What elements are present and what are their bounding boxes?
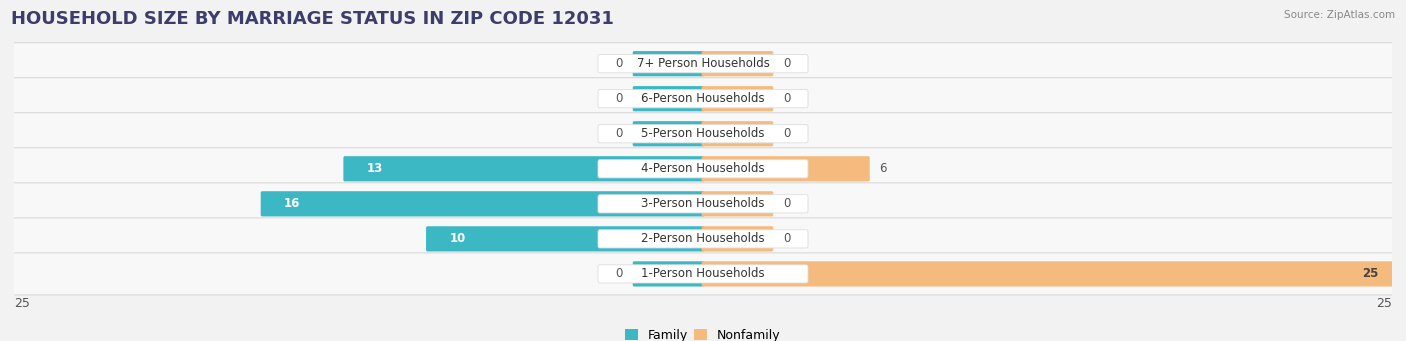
FancyBboxPatch shape bbox=[633, 86, 704, 112]
Text: 2-Person Households: 2-Person Households bbox=[641, 232, 765, 246]
Text: 10: 10 bbox=[450, 232, 465, 246]
FancyBboxPatch shape bbox=[8, 78, 1398, 120]
FancyBboxPatch shape bbox=[598, 55, 808, 73]
FancyBboxPatch shape bbox=[343, 156, 704, 181]
FancyBboxPatch shape bbox=[702, 121, 773, 146]
Text: 3-Person Households: 3-Person Households bbox=[641, 197, 765, 210]
FancyBboxPatch shape bbox=[426, 226, 704, 251]
FancyBboxPatch shape bbox=[8, 43, 1398, 85]
Text: 6: 6 bbox=[879, 162, 887, 175]
Text: 0: 0 bbox=[616, 92, 623, 105]
Text: 25: 25 bbox=[14, 297, 30, 310]
FancyBboxPatch shape bbox=[598, 230, 808, 248]
FancyBboxPatch shape bbox=[598, 195, 808, 213]
FancyBboxPatch shape bbox=[8, 218, 1398, 260]
Text: 0: 0 bbox=[783, 127, 790, 140]
FancyBboxPatch shape bbox=[598, 265, 808, 283]
FancyBboxPatch shape bbox=[8, 148, 1398, 190]
Text: 0: 0 bbox=[783, 92, 790, 105]
FancyBboxPatch shape bbox=[702, 86, 773, 112]
Text: 0: 0 bbox=[616, 127, 623, 140]
FancyBboxPatch shape bbox=[702, 156, 870, 181]
Text: 0: 0 bbox=[783, 57, 790, 70]
FancyBboxPatch shape bbox=[8, 183, 1398, 225]
FancyBboxPatch shape bbox=[598, 160, 808, 178]
Text: 0: 0 bbox=[616, 57, 623, 70]
Text: HOUSEHOLD SIZE BY MARRIAGE STATUS IN ZIP CODE 12031: HOUSEHOLD SIZE BY MARRIAGE STATUS IN ZIP… bbox=[11, 10, 614, 28]
Legend: Family, Nonfamily: Family, Nonfamily bbox=[620, 324, 786, 341]
Text: 25: 25 bbox=[1362, 267, 1378, 280]
Text: 4-Person Households: 4-Person Households bbox=[641, 162, 765, 175]
FancyBboxPatch shape bbox=[633, 51, 704, 76]
FancyBboxPatch shape bbox=[598, 90, 808, 108]
FancyBboxPatch shape bbox=[598, 125, 808, 143]
Text: 1-Person Households: 1-Person Households bbox=[641, 267, 765, 280]
FancyBboxPatch shape bbox=[8, 113, 1398, 155]
FancyBboxPatch shape bbox=[8, 253, 1398, 295]
FancyBboxPatch shape bbox=[702, 191, 773, 217]
Text: 16: 16 bbox=[284, 197, 301, 210]
FancyBboxPatch shape bbox=[702, 226, 773, 251]
Text: 6-Person Households: 6-Person Households bbox=[641, 92, 765, 105]
Text: 7+ Person Households: 7+ Person Households bbox=[637, 57, 769, 70]
Text: 5-Person Households: 5-Person Households bbox=[641, 127, 765, 140]
FancyBboxPatch shape bbox=[702, 261, 1393, 286]
Text: 13: 13 bbox=[367, 162, 382, 175]
FancyBboxPatch shape bbox=[702, 51, 773, 76]
FancyBboxPatch shape bbox=[260, 191, 704, 217]
Text: 0: 0 bbox=[783, 232, 790, 246]
FancyBboxPatch shape bbox=[633, 261, 704, 286]
Text: 25: 25 bbox=[1376, 297, 1392, 310]
Text: 0: 0 bbox=[616, 267, 623, 280]
FancyBboxPatch shape bbox=[633, 121, 704, 146]
Text: Source: ZipAtlas.com: Source: ZipAtlas.com bbox=[1284, 10, 1395, 20]
Text: 0: 0 bbox=[783, 197, 790, 210]
